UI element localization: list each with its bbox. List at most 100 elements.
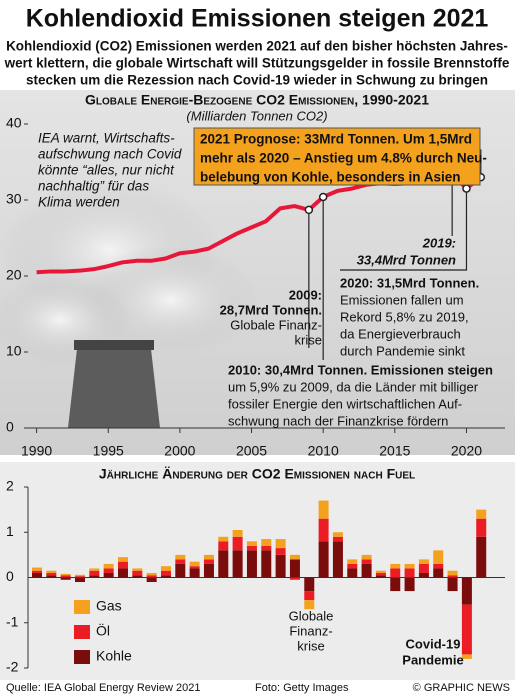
bar-segment: [332, 536, 343, 542]
photo-credit: Foto: Getty Images: [255, 682, 349, 694]
bar-segment: [390, 563, 401, 569]
annotation: könnte “alles, nur nicht: [38, 163, 175, 178]
annotation: aufschwung nach Covid: [38, 147, 182, 162]
bar-segment: [175, 559, 186, 564]
bar-segment: [46, 570, 57, 573]
bar-segment: [433, 550, 444, 564]
annotation: 2021 Prognose: 33Mrd Tonnen. Um 1,5Mrd: [200, 132, 472, 147]
bar-segment: [89, 568, 100, 571]
bar-segment: [103, 572, 114, 578]
bar-segment: [318, 500, 329, 519]
annotation: fossiler Energie den wirtschaftlichen Au…: [228, 396, 462, 411]
y-tick-label: -1: [6, 613, 19, 629]
bar-segment: [289, 577, 300, 580]
annotation: krise: [295, 332, 322, 347]
bar-segment: [103, 563, 114, 569]
chart-title: Jährliche Änderung der CO2 Emissionen na…: [99, 466, 415, 482]
annotation: IEA warnt, Wirtschafts-: [38, 131, 175, 146]
bar-segment: [246, 541, 257, 546]
bar-segment: [60, 573, 71, 576]
bar-segment: [189, 561, 200, 567]
annotation: krise: [297, 638, 324, 653]
bar-segment: [332, 541, 343, 578]
bar-segment: [275, 548, 286, 555]
bar-segment: [347, 563, 358, 569]
x-tick-label: 2005: [236, 443, 267, 459]
bar-segment: [275, 554, 286, 578]
bar-segment: [74, 577, 85, 583]
bar-segment: [275, 539, 286, 549]
bar-segment: [132, 575, 143, 578]
bar-segment: [189, 568, 200, 578]
bar-segment: [461, 577, 472, 605]
bar-segment: [232, 536, 243, 551]
annotation: Covid-19: [406, 636, 461, 651]
x-tick-label: 2020: [451, 443, 482, 459]
bar-segment: [60, 577, 71, 580]
y-tick-label: 2: [6, 478, 14, 494]
annotation: Pandemie: [402, 652, 463, 667]
bar-segment: [433, 563, 444, 569]
y-tick-label: 30: [6, 191, 22, 207]
bar-segment: [447, 575, 458, 578]
bar-segment: [347, 568, 358, 578]
forecast-box: [193, 127, 481, 186]
bar-segment: [218, 550, 229, 578]
annotation: 2019:: [422, 235, 456, 250]
bar-segment: [447, 577, 458, 592]
bar-segment: [461, 604, 472, 655]
bar-segment: [332, 532, 343, 537]
annotation: Globale Finanz-: [230, 317, 322, 332]
bar-segment: [404, 568, 415, 578]
bar-segment: [476, 509, 487, 519]
bar-segment: [74, 576, 85, 578]
bar-segment: [261, 539, 272, 546]
bar-segment: [46, 575, 57, 578]
bar-segment: [60, 575, 71, 578]
bar-segment: [32, 572, 42, 578]
bar-segment: [103, 568, 114, 573]
credit: © GRAPHIC NEWS: [413, 682, 510, 694]
bar-segment: [203, 554, 214, 560]
bar-segment: [117, 561, 128, 569]
point-marker: [318, 192, 328, 202]
y-tick-label: 40: [6, 115, 22, 131]
annotation: mehr als 2020 – Anstieg um 4.8% durch Ne…: [200, 151, 487, 166]
bar-segment: [418, 559, 429, 564]
bar-segment: [246, 550, 257, 578]
bar-segment: [461, 654, 472, 659]
subtitle: wert klettern, die globale Wirtschaft wi…: [4, 56, 510, 71]
x-tick-label: 2010: [308, 443, 339, 459]
y-tick-label: 0: [6, 568, 14, 584]
title: Kohlendioxid Emissionen steigen 2021: [26, 5, 489, 33]
bar-segment: [361, 563, 372, 578]
point-marker: [462, 184, 471, 193]
chart-subtitle: (Milliarden Tonnen CO2): [186, 108, 327, 123]
bar-segment: [318, 518, 329, 542]
bar-segment: [476, 518, 487, 537]
bar-segment: [117, 568, 128, 578]
legend-swatch: [74, 650, 90, 664]
annotation: Klima werden: [38, 195, 120, 210]
bar-segment: [203, 563, 214, 578]
y-tick-label: 20: [6, 267, 22, 283]
bar-segment: [361, 559, 372, 564]
bar-segment: [418, 572, 429, 578]
bar-segment: [89, 570, 100, 576]
bar-segment: [304, 600, 315, 610]
bar-segment: [146, 577, 157, 583]
bar-segment: [132, 568, 143, 571]
chimney-rim: [74, 340, 154, 350]
legend-label: Gas: [96, 598, 122, 614]
x-tick-label: 1990: [21, 443, 52, 459]
bar-segment: [32, 570, 42, 573]
bar-segment: [390, 577, 401, 592]
bar-segment: [117, 557, 128, 562]
bar-segment: [375, 575, 386, 578]
bar-segment: [433, 568, 444, 578]
annotation: 2009:: [289, 287, 322, 302]
bar-segment: [218, 536, 229, 542]
bar-segment: [447, 570, 458, 576]
bar-segment: [203, 559, 214, 564]
